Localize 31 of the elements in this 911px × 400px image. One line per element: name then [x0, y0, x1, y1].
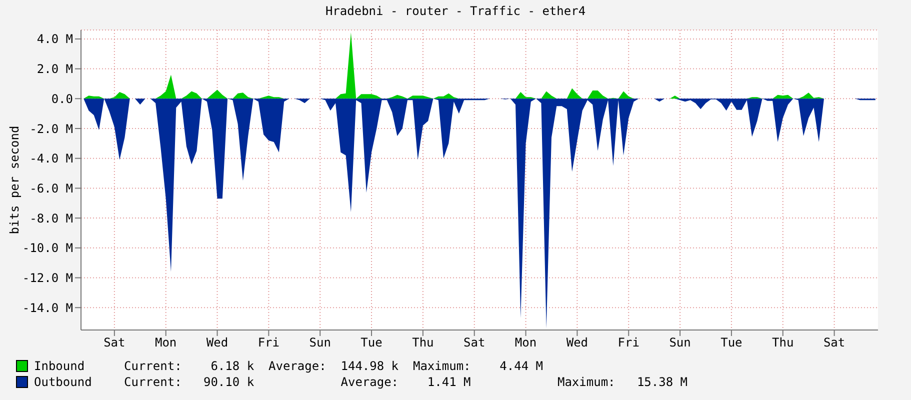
- x-tick-label: Wed: [566, 336, 588, 350]
- legend-label: Outbound: [34, 375, 93, 389]
- x-tick-label: Sun: [669, 336, 691, 350]
- x-tick-label: Thu: [412, 336, 434, 350]
- y-tick-label: 0.0: [51, 92, 73, 106]
- x-tick-label: Sat: [464, 336, 486, 350]
- y-tick-label: -4.0 M: [30, 152, 73, 166]
- x-tick-label: Fri: [618, 336, 640, 350]
- text: Current: 6.18 k Average: 144.98 k Maximum: 4.44 M: [124, 359, 544, 373]
- y-axis-title: bits per second: [7, 126, 22, 234]
- y-tick-label: -2.0 M: [30, 122, 73, 136]
- y-tick-label: -8.0 M: [30, 211, 73, 226]
- x-tick-label: Tue: [360, 336, 382, 350]
- x-tick-label: Sat: [104, 336, 126, 350]
- x-tick-label: Thu: [772, 336, 794, 350]
- x-tick-label: Tue: [720, 336, 742, 350]
- x-tick-label: Mon: [155, 336, 177, 350]
- x-tick-label: Mon: [514, 336, 537, 350]
- chart-title: Hradebni - router - Traffic - ether4: [324, 3, 587, 20]
- y-tick-label: -6.0 M: [30, 181, 73, 196]
- x-tick-label: Sun: [309, 336, 331, 350]
- y-tick-label: -10.0 M: [22, 241, 73, 256]
- legend-label: Inbound: [34, 359, 86, 373]
- y-tick-label: -14.0 M: [22, 300, 73, 315]
- text: Current: 90.10 k Average: 1.41 M Maximum: 15.38 M: [124, 375, 688, 389]
- x-tick-label: Wed: [206, 336, 228, 350]
- x-tick-label: Fri: [258, 336, 280, 350]
- y-tick-label: 4.0 M: [36, 32, 73, 46]
- y-tick-label: 2.0 M: [36, 62, 73, 76]
- x-tick-label: Sat: [823, 336, 846, 350]
- y-tick-label: -12.0 M: [22, 271, 73, 286]
